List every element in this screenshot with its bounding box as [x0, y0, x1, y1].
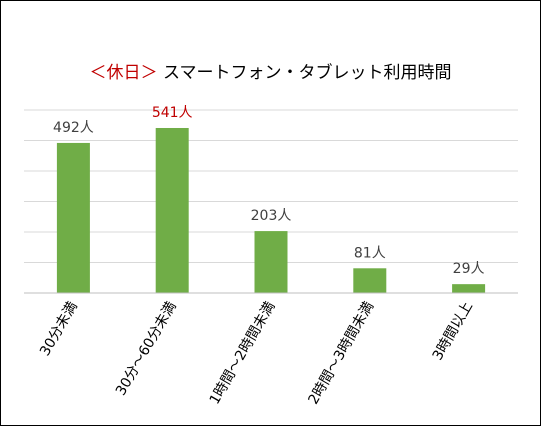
chart-title-text: スマートフォン・タブレット利用時間 [162, 63, 452, 83]
data-label: 492人 [53, 120, 94, 136]
category-label: 30分未満 [37, 299, 81, 359]
data-label: 203人 [251, 208, 292, 224]
chart-title: ＜休日＞ スマートフォン・タブレット利用時間 [0, 58, 541, 83]
bar [254, 231, 288, 293]
data-label: 29人 [453, 261, 485, 277]
data-label: 81人 [354, 245, 386, 261]
category-label: 3時間以上 [430, 299, 476, 363]
data-label: 541人 [152, 105, 193, 121]
bar [353, 268, 387, 293]
category-label: 1時間～2時間未満 [207, 299, 279, 407]
category-label: 2時間～3時間未満 [305, 299, 377, 407]
bar [56, 142, 90, 293]
bar [155, 127, 189, 294]
bar [452, 284, 486, 293]
chart-title-tag: ＜休日＞ [89, 63, 158, 83]
category-label: 30分～60分未満 [113, 299, 180, 398]
